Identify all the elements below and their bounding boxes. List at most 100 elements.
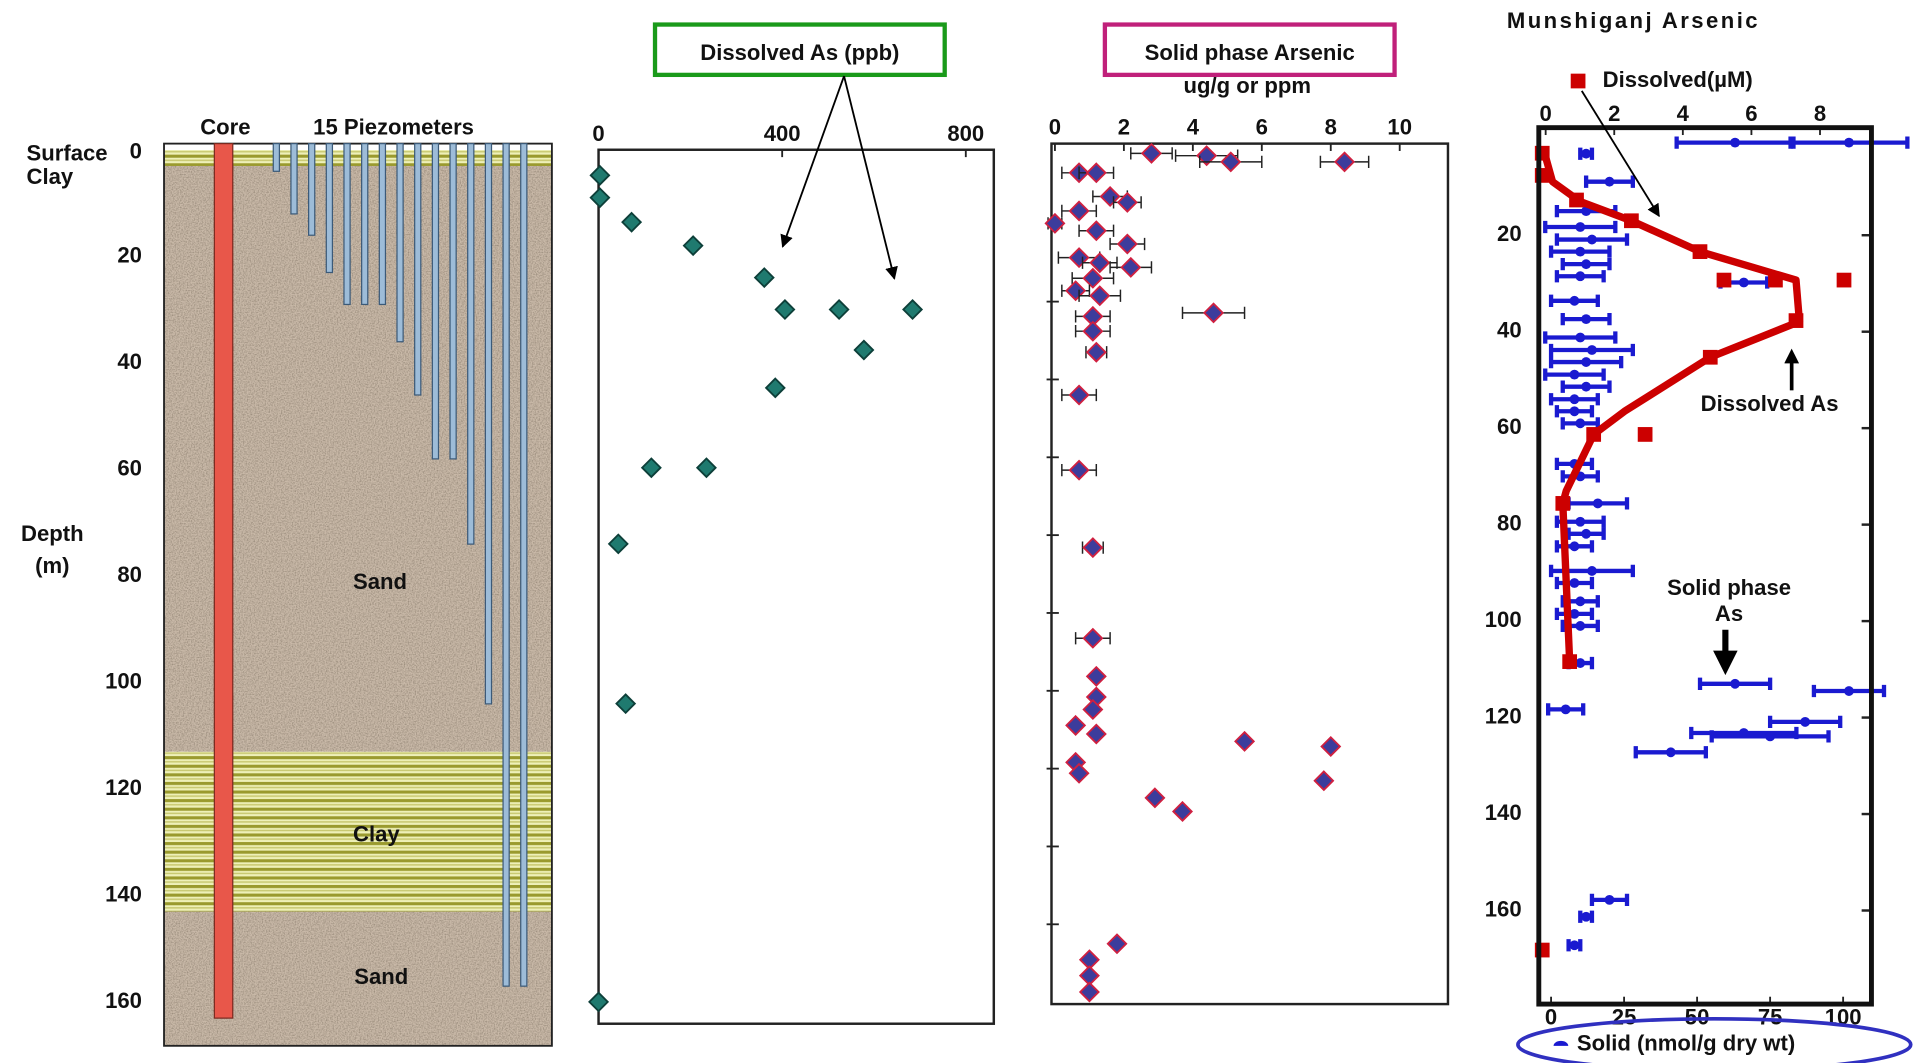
data-point bbox=[1561, 704, 1571, 714]
y-tick-label: 20 bbox=[1497, 221, 1522, 246]
piezometer bbox=[432, 144, 438, 459]
piezometer bbox=[291, 144, 297, 214]
y-tick-label: 40 bbox=[117, 349, 142, 374]
x-tick-label: 6 bbox=[1256, 115, 1268, 140]
plot-frame bbox=[1539, 128, 1872, 1004]
y-tick-label: 160 bbox=[1485, 896, 1522, 921]
data-point bbox=[1581, 149, 1591, 159]
data-point bbox=[1581, 382, 1591, 392]
x-tick-label: 8 bbox=[1814, 101, 1826, 126]
legend-marker bbox=[1554, 1041, 1569, 1046]
data-point bbox=[1570, 940, 1580, 950]
panel-subtitle: ug/g or ppm bbox=[1184, 73, 1312, 98]
piezometer bbox=[521, 144, 527, 987]
piezometer bbox=[397, 144, 403, 342]
x-tick-label: 800 bbox=[947, 121, 984, 146]
x-tick-label: 400 bbox=[764, 121, 801, 146]
data-point bbox=[1570, 296, 1580, 306]
piezometer bbox=[450, 144, 456, 459]
x-tick-label: 0 bbox=[1049, 115, 1061, 140]
annotation: Solid phase bbox=[1667, 575, 1791, 600]
y-tick-label: 20 bbox=[117, 242, 142, 267]
data-point bbox=[1587, 566, 1597, 576]
data-point bbox=[1575, 247, 1585, 257]
data-point bbox=[1587, 235, 1597, 245]
x2-tick-label: 25 bbox=[1612, 1005, 1637, 1030]
data-point bbox=[1666, 747, 1676, 757]
y-tick-label: 80 bbox=[1497, 510, 1522, 535]
data-point bbox=[1581, 529, 1591, 539]
piezometer bbox=[309, 144, 315, 236]
layer-label: Clay bbox=[353, 822, 400, 847]
x-tick-label: 4 bbox=[1677, 101, 1690, 126]
data-point bbox=[1570, 406, 1580, 416]
legend-marker bbox=[1571, 74, 1586, 89]
x2-tick-label: 0 bbox=[1545, 1005, 1557, 1030]
panel-title: Munshiganj Arsenic bbox=[1507, 8, 1760, 33]
data-point bbox=[1605, 895, 1615, 905]
data-point bbox=[1730, 679, 1740, 689]
data-point bbox=[1717, 273, 1732, 288]
data-point bbox=[1575, 333, 1585, 343]
data-point bbox=[1581, 314, 1591, 324]
legend-label: Solid (nmol/g dry wt) bbox=[1577, 1030, 1795, 1055]
data-point bbox=[1638, 427, 1653, 442]
piezometer bbox=[503, 144, 509, 987]
data-point bbox=[1575, 596, 1585, 606]
data-point bbox=[1570, 578, 1580, 588]
piezometer-label: 15 Piezometers bbox=[313, 115, 474, 140]
data-point bbox=[1765, 731, 1775, 741]
y-tick-label: 60 bbox=[117, 455, 142, 480]
layer-label: Sand bbox=[353, 569, 407, 594]
data-point bbox=[1581, 259, 1591, 269]
data-point bbox=[1624, 213, 1639, 228]
layer-label: Clay bbox=[27, 164, 74, 189]
data-point bbox=[1693, 244, 1708, 259]
panel-title: Solid phase Arsenic bbox=[1145, 40, 1355, 65]
y-axis-label: Depth bbox=[21, 521, 84, 546]
piezometer bbox=[362, 144, 368, 305]
plot-frame bbox=[1051, 144, 1447, 1004]
x-tick-label: 8 bbox=[1325, 115, 1337, 140]
data-point bbox=[1570, 541, 1580, 551]
data-point bbox=[1575, 222, 1585, 232]
piezometer bbox=[468, 144, 474, 545]
data-point bbox=[1570, 370, 1580, 380]
y-tick-label: 120 bbox=[105, 775, 142, 800]
y-tick-label: 80 bbox=[117, 562, 142, 587]
piezometer bbox=[344, 144, 350, 305]
data-point bbox=[1844, 138, 1854, 148]
data-point bbox=[1569, 193, 1584, 208]
data-point bbox=[1586, 427, 1601, 442]
data-point bbox=[1570, 394, 1580, 404]
data-point bbox=[1581, 912, 1591, 922]
piezometer bbox=[273, 144, 279, 172]
y-axis-label: (m) bbox=[35, 553, 69, 578]
page: {"chart_data": [ {"type": "lithology", "… bbox=[0, 0, 1925, 1063]
x-tick-label: 0 bbox=[1540, 101, 1552, 126]
panel-title: Dissolved As (ppb) bbox=[700, 40, 899, 65]
core bbox=[214, 144, 232, 1019]
data-point bbox=[1739, 278, 1749, 288]
data-point bbox=[1575, 621, 1585, 631]
y-tick-label: 140 bbox=[105, 881, 142, 906]
y-tick-label: 120 bbox=[1485, 703, 1522, 728]
data-point bbox=[1605, 177, 1615, 187]
y-tick-label: 40 bbox=[1497, 318, 1522, 343]
piezometer bbox=[326, 144, 332, 273]
data-point bbox=[1562, 654, 1577, 669]
data-point bbox=[1575, 271, 1585, 281]
legend-label: Dissolved(µM) bbox=[1603, 67, 1753, 92]
x2-tick-label: 75 bbox=[1758, 1005, 1783, 1030]
y-tick-label: 160 bbox=[105, 988, 142, 1013]
x-tick-label: 2 bbox=[1608, 101, 1620, 126]
piezometer bbox=[379, 144, 385, 305]
data-point bbox=[1703, 350, 1718, 365]
x-tick-label: 10 bbox=[1387, 115, 1412, 140]
data-point bbox=[1555, 496, 1570, 511]
data-point bbox=[1581, 357, 1591, 367]
y-tick-label: 60 bbox=[1497, 414, 1522, 439]
annotation: As bbox=[1715, 601, 1743, 626]
layer-label: Sand bbox=[354, 964, 408, 989]
